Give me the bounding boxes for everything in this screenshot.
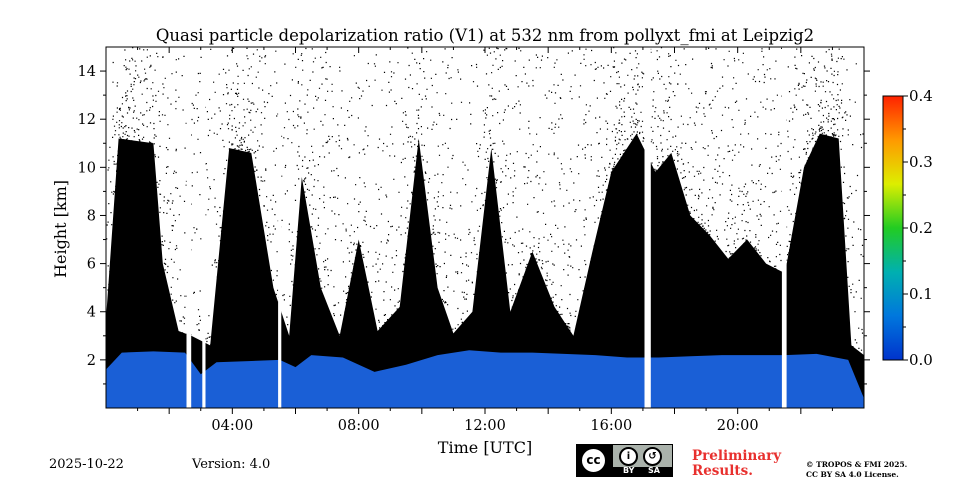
data-gap <box>781 47 787 408</box>
colorbar-tick-label: 0.0 <box>909 351 933 369</box>
footer-version: Version: 4.0 <box>192 457 271 472</box>
data-gap <box>186 47 192 408</box>
y-axis-label: Height [km] <box>51 180 70 278</box>
cc-license-badge: cc i ↺ BY SA <box>576 444 673 477</box>
x-tick-label: 20:00 <box>717 418 759 434</box>
signal-noise-speckle <box>106 47 864 351</box>
x-tick-label: 08:00 <box>338 418 380 434</box>
y-tick-label: 12 <box>78 112 96 128</box>
copyright-line-2: CC BY SA 4.0 License. <box>806 470 899 479</box>
y-tick-label: 4 <box>87 305 96 321</box>
x-axis-label: Time [UTC] <box>438 438 532 457</box>
colorbar-tick-label: 0.3 <box>909 153 933 171</box>
cc-by-label: BY <box>623 466 635 475</box>
colorbar-tick-label: 0.1 <box>909 285 933 303</box>
cc-sa-label: SA <box>648 466 660 475</box>
plot-area <box>105 46 865 409</box>
y-tick-label: 10 <box>78 160 96 176</box>
data-gap <box>278 47 282 408</box>
copyright-note: © TROPOS & FMI 2025. CC BY SA 4.0 Licens… <box>806 460 907 480</box>
cc-icon: cc <box>580 447 607 474</box>
y-axis: 2 4 6 8 10 12 14 <box>78 64 870 385</box>
share-alike-icon: ↺ <box>643 447 662 466</box>
colorbar-tick-label: 0.4 <box>909 87 933 105</box>
colorbar-gradient <box>882 95 904 361</box>
y-tick-label: 8 <box>87 208 96 224</box>
low-depolarization-layer <box>106 350 864 408</box>
preliminary-line-2: Results. <box>692 463 753 479</box>
preliminary-results-note: Preliminary Results. <box>692 449 781 479</box>
copyright-line-1: © TROPOS & FMI 2025. <box>806 460 908 469</box>
data-gap <box>202 47 206 408</box>
colorbar-tick-label: 0.2 <box>909 219 933 237</box>
x-tick-label: 04:00 <box>211 418 253 434</box>
chart-title: Quasi particle depolarization ratio (V1)… <box>156 26 814 45</box>
footer-date: 2025-10-22 <box>49 457 124 472</box>
attribution-icon: i <box>619 447 638 466</box>
data-gap <box>644 47 651 408</box>
x-tick-label: 16:00 <box>590 418 632 434</box>
y-tick-label: 6 <box>87 257 96 273</box>
y-tick-label: 2 <box>87 353 96 369</box>
colorbar: 0.0 0.1 0.2 0.3 0.4 <box>882 87 933 369</box>
preliminary-line-1: Preliminary <box>692 448 782 464</box>
x-axis: 04:00 08:00 12:00 16:00 20:00 <box>137 47 833 434</box>
y-tick-label: 14 <box>78 64 96 80</box>
invalid-signal-region <box>106 133 864 408</box>
x-tick-label: 12:00 <box>464 418 506 434</box>
